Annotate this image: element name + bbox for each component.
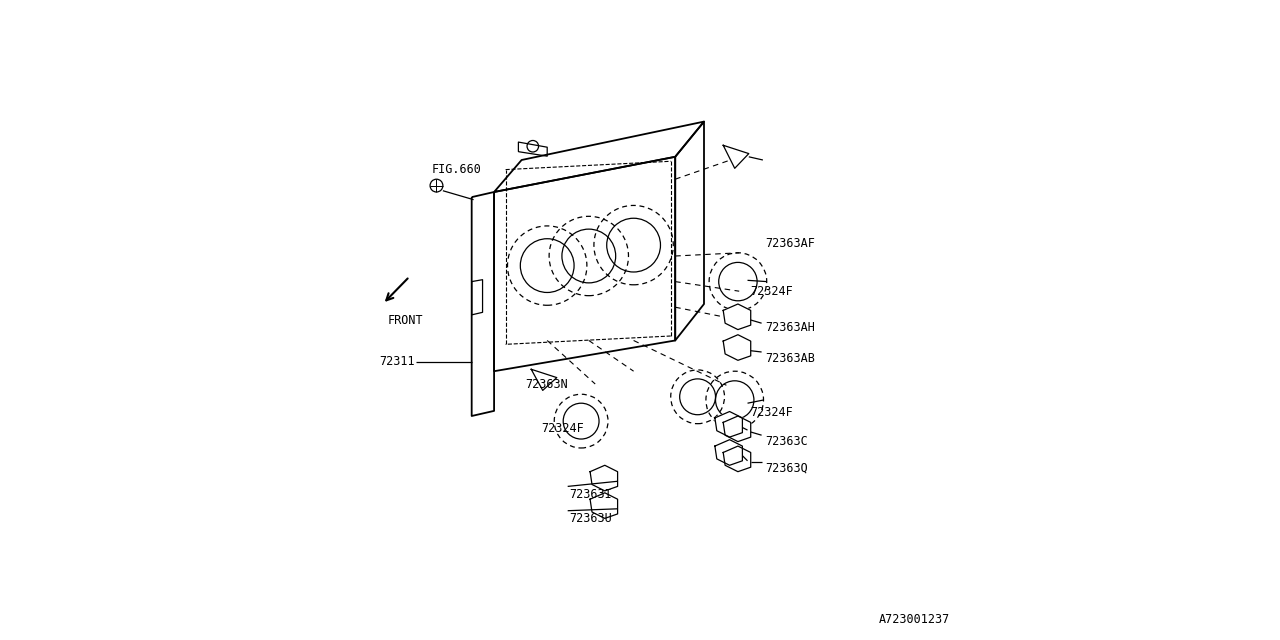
Polygon shape — [590, 465, 618, 491]
Polygon shape — [723, 145, 749, 168]
Polygon shape — [723, 416, 750, 442]
Text: 72363AF: 72363AF — [765, 237, 814, 250]
Text: 72363U: 72363U — [570, 512, 612, 525]
Polygon shape — [714, 440, 742, 465]
Polygon shape — [723, 335, 750, 360]
Text: A723001237: A723001237 — [879, 613, 950, 626]
Text: 72311: 72311 — [379, 355, 415, 368]
Polygon shape — [723, 446, 750, 472]
Text: 72363I: 72363I — [570, 488, 612, 500]
Text: 72363AH: 72363AH — [765, 321, 814, 334]
Polygon shape — [590, 493, 618, 518]
Text: 72324F: 72324F — [540, 422, 584, 435]
Polygon shape — [723, 304, 750, 330]
Polygon shape — [531, 369, 557, 390]
Text: FIG.660: FIG.660 — [433, 163, 481, 176]
Text: 72363Q: 72363Q — [765, 462, 808, 475]
Text: 72324F: 72324F — [750, 406, 792, 419]
Text: 72363N: 72363N — [525, 378, 567, 390]
Polygon shape — [714, 412, 742, 437]
Text: 72363C: 72363C — [765, 435, 808, 448]
Text: 72324F: 72324F — [750, 285, 792, 298]
Text: 72363AB: 72363AB — [765, 352, 814, 365]
Text: FRONT: FRONT — [388, 314, 424, 326]
